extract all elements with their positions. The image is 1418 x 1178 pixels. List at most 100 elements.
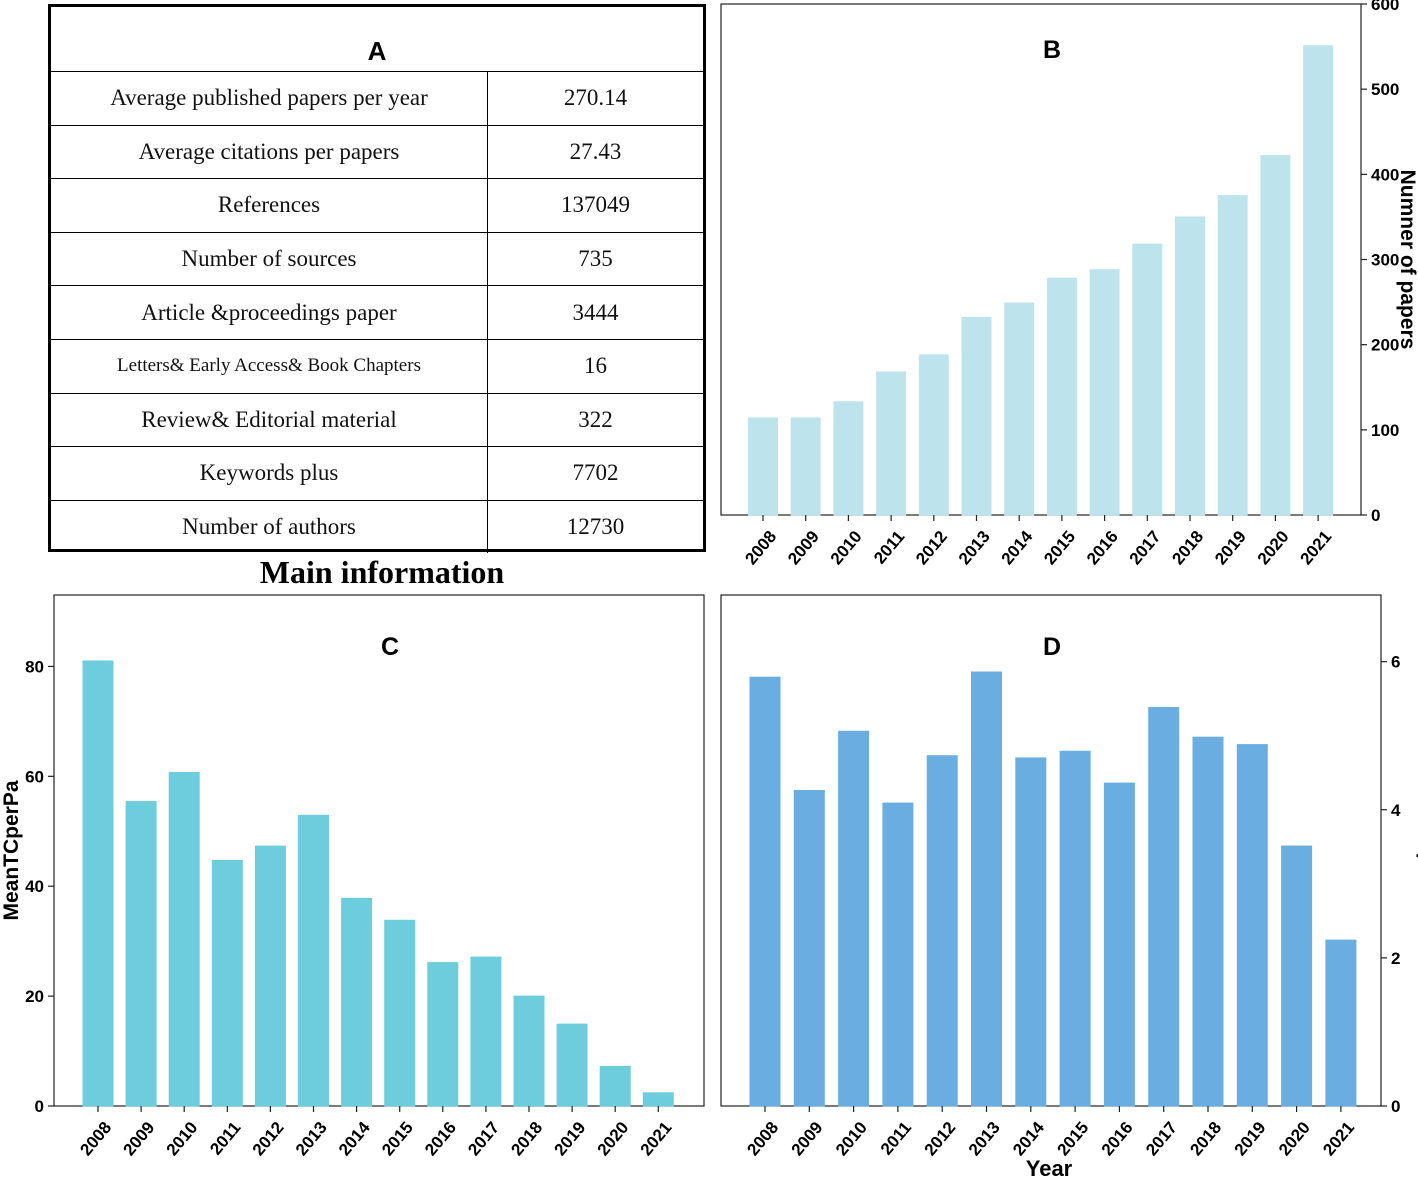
x-tick-label: 2013 — [965, 1118, 1004, 1159]
table-caption: Main information — [259, 554, 505, 590]
row-value: 27.43 — [487, 124, 703, 179]
chart-c-frame — [53, 594, 705, 1107]
bar — [749, 676, 781, 1107]
x-tick-label: 2016 — [1098, 1118, 1137, 1159]
x-tick-label: 2008 — [743, 1118, 782, 1159]
bar — [1281, 845, 1313, 1107]
bar — [876, 371, 907, 516]
x-axis-label: Year — [1026, 1156, 1073, 1178]
bar — [1015, 757, 1047, 1107]
row-value: 270.14 — [487, 71, 703, 126]
bar — [470, 956, 502, 1107]
row-value: 3444 — [487, 285, 703, 340]
bar — [1089, 269, 1120, 516]
bar — [1059, 750, 1091, 1107]
table-row: Review& Editorial material 322 — [51, 392, 703, 447]
y-tick-label: 40 — [25, 877, 44, 896]
row-label: Average citations per papers — [51, 124, 488, 179]
x-tick-label: 2012 — [912, 527, 951, 568]
x-tick-label: 2020 — [1275, 1118, 1314, 1159]
x-tick-label: 2015 — [378, 1118, 417, 1159]
x-tick-label: 2019 — [550, 1118, 589, 1159]
x-tick-label: 2012 — [921, 1118, 960, 1159]
y-axis-label: MeanTCperPa — [0, 780, 23, 920]
bar — [168, 771, 200, 1107]
y-tick-label: 0 — [1391, 1097, 1400, 1116]
y-tick-label: 60 — [25, 767, 44, 786]
x-tick-label: 2017 — [1126, 527, 1165, 568]
bar — [1103, 782, 1135, 1107]
x-tick-label: 2013 — [955, 527, 994, 568]
row-label: Number of sources — [51, 231, 488, 286]
x-tick-label: 2020 — [1254, 527, 1293, 568]
y-tick-label: 0 — [1371, 506, 1380, 525]
bar — [1303, 45, 1334, 516]
x-tick-label: 2011 — [206, 1118, 244, 1158]
row-value: 12730 — [487, 499, 703, 554]
chart-title: C — [381, 633, 399, 661]
bar — [1132, 243, 1163, 516]
x-tick-label: 2014 — [335, 1118, 374, 1160]
x-tick-label: 2010 — [827, 527, 866, 568]
y-tick-label: 2 — [1391, 949, 1400, 968]
x-tick-label: 2015 — [1040, 527, 1079, 568]
table-row: Keywords plus 7702 — [51, 446, 703, 501]
table-panel-letter: A — [367, 36, 387, 66]
bar — [642, 1092, 674, 1107]
bar — [838, 730, 870, 1107]
info-table: Average published papers per year 270.14 A… — [51, 71, 703, 554]
x-tick-label: 2009 — [784, 527, 823, 568]
bar — [1148, 707, 1180, 1107]
bar — [1217, 195, 1248, 516]
table-row: Article &proceedings paper 3444 — [51, 285, 703, 340]
row-label: References — [51, 178, 488, 233]
table-row: Number of authors 12730 — [51, 499, 703, 554]
x-tick-label: 2019 — [1211, 527, 1250, 568]
bar — [833, 401, 864, 516]
bar — [971, 671, 1002, 1107]
x-tick-label: 2009 — [119, 1118, 158, 1159]
y-tick-label: 600 — [1371, 0, 1399, 14]
bar — [427, 962, 459, 1107]
bar — [384, 919, 416, 1107]
y-axis-label: Numner of papers — [1396, 170, 1418, 350]
x-tick-label: 2017 — [464, 1118, 503, 1159]
row-value: 16 — [487, 338, 703, 394]
y-tick-label: 80 — [25, 657, 44, 676]
x-tick-label: 2011 — [870, 527, 908, 567]
y-tick-label: 200 — [1371, 336, 1399, 355]
y-tick-label: 0 — [35, 1097, 44, 1116]
bar — [211, 859, 243, 1107]
bar — [298, 814, 329, 1107]
bar — [790, 417, 821, 516]
bar — [961, 316, 992, 516]
bar — [556, 1023, 588, 1107]
y-tick-label: 6 — [1391, 653, 1400, 672]
bar — [1175, 216, 1205, 516]
x-tick-label: 2014 — [998, 527, 1037, 569]
bar — [125, 801, 157, 1107]
y-tick-label: 20 — [25, 987, 44, 1006]
row-value: 137049 — [487, 178, 703, 233]
x-tick-label: 2019 — [1231, 1118, 1270, 1159]
x-tick-label: 2015 — [1053, 1118, 1092, 1159]
y-tick-label: 500 — [1371, 80, 1399, 99]
bar — [926, 755, 958, 1107]
row-label: Average published papers per year — [51, 71, 488, 126]
bar — [1192, 736, 1224, 1107]
x-tick-label: 2021 — [1296, 527, 1335, 568]
x-tick-label: 2016 — [421, 1118, 460, 1159]
x-tick-label: 2010 — [832, 1118, 871, 1159]
x-tick-label: 2013 — [292, 1118, 331, 1159]
row-value: 735 — [487, 231, 703, 286]
x-tick-label: 2016 — [1083, 527, 1122, 568]
row-label: Review& Editorial material — [51, 392, 488, 447]
bar — [1046, 277, 1077, 516]
x-tick-label: 2011 — [877, 1118, 915, 1158]
chart-title: B — [1043, 36, 1061, 64]
y-tick-label: 300 — [1371, 251, 1399, 270]
x-tick-label: 2020 — [594, 1118, 633, 1159]
x-tick-label: 2018 — [1186, 1118, 1225, 1159]
row-label: Article &proceedings paper — [51, 285, 488, 340]
